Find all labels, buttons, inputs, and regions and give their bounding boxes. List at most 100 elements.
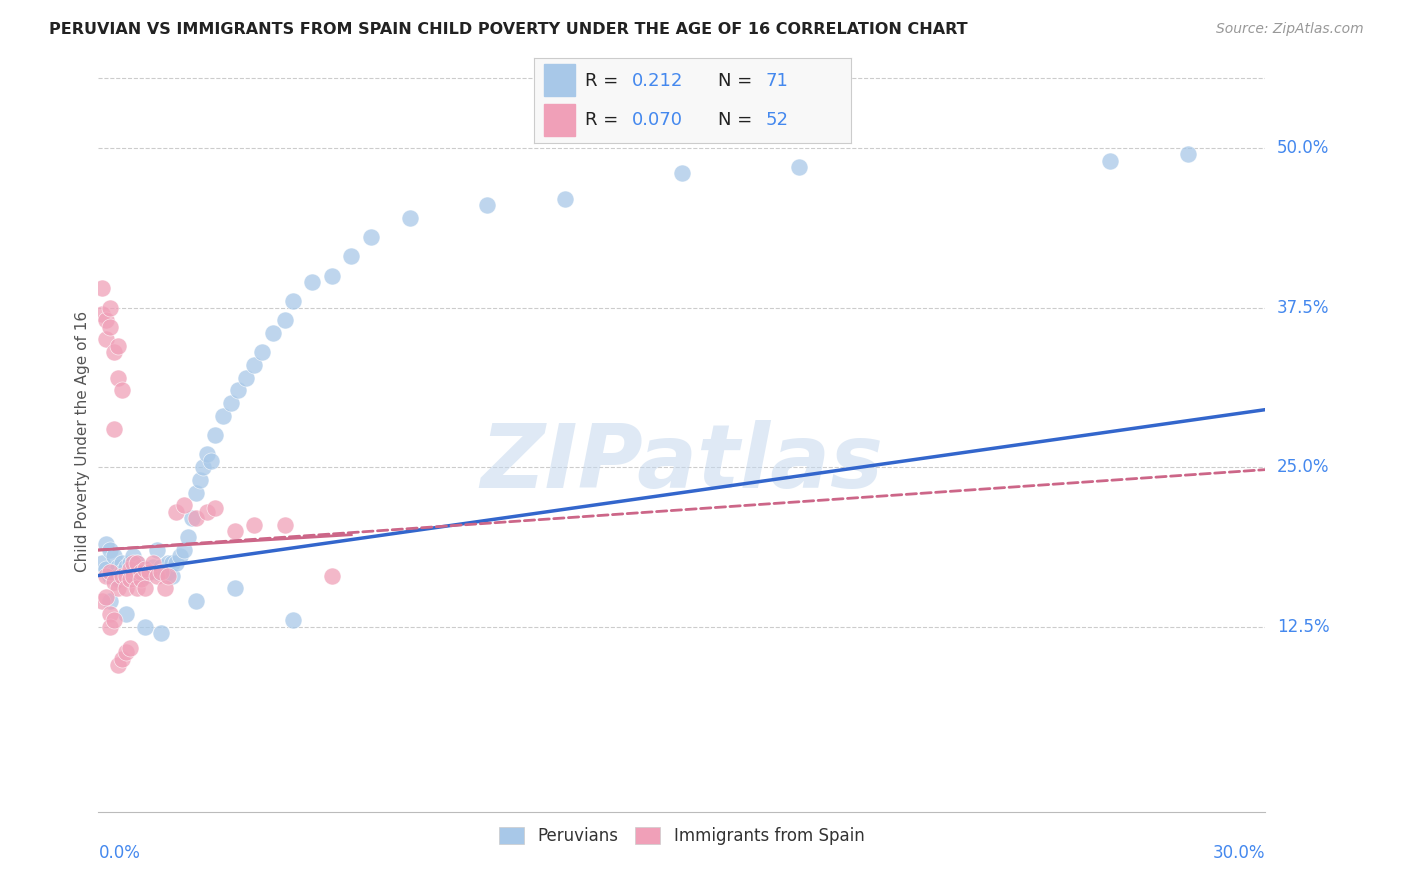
Point	[111, 384, 134, 398]
Point	[129, 559, 152, 574]
Point	[146, 565, 169, 579]
Point	[180, 511, 202, 525]
Point	[98, 301, 121, 315]
Text: 37.5%: 37.5%	[1277, 299, 1330, 317]
Point	[114, 559, 136, 574]
Text: 71: 71	[765, 72, 789, 90]
Point	[134, 562, 156, 576]
Point	[153, 565, 176, 579]
Text: N =: N =	[717, 72, 752, 90]
Point	[134, 562, 156, 576]
Point	[127, 582, 149, 596]
Point	[340, 250, 363, 264]
Text: R =: R =	[585, 111, 619, 128]
Point	[281, 294, 304, 309]
Point	[195, 447, 218, 461]
Point	[153, 582, 176, 596]
Point	[114, 582, 136, 596]
Point	[173, 543, 195, 558]
Point	[184, 594, 207, 608]
Point	[107, 339, 129, 353]
Point	[114, 645, 136, 659]
Text: PERUVIAN VS IMMIGRANTS FROM SPAIN CHILD POVERTY UNDER THE AGE OF 16 CORRELATION : PERUVIAN VS IMMIGRANTS FROM SPAIN CHILD …	[49, 22, 967, 37]
Point	[204, 500, 226, 515]
Text: 30.0%: 30.0%	[1213, 844, 1265, 862]
Point	[111, 565, 134, 579]
Point	[122, 568, 145, 582]
Text: ZIPatlas: ZIPatlas	[481, 420, 883, 508]
Point	[134, 620, 156, 634]
Point	[138, 565, 160, 579]
Point	[129, 565, 152, 579]
Point	[91, 281, 114, 295]
Point	[142, 559, 165, 574]
Text: 0.212: 0.212	[633, 72, 683, 90]
Text: 52: 52	[765, 111, 789, 128]
Point	[96, 536, 118, 550]
Point	[165, 556, 187, 570]
Point	[177, 530, 200, 544]
Bar	[544, 103, 575, 136]
Point	[224, 524, 246, 538]
Point	[243, 358, 266, 372]
Point	[243, 517, 266, 532]
Point	[219, 396, 242, 410]
Point	[98, 565, 121, 579]
Point	[114, 568, 136, 582]
Text: 50.0%: 50.0%	[1277, 139, 1330, 157]
Point	[671, 166, 693, 180]
Point	[91, 594, 114, 608]
Point	[157, 568, 180, 582]
Point	[1177, 147, 1199, 161]
Point	[142, 556, 165, 570]
Point	[274, 313, 297, 327]
Point	[149, 559, 172, 574]
Point	[162, 556, 184, 570]
Point	[360, 230, 382, 244]
Point	[157, 556, 180, 570]
Point	[111, 556, 134, 570]
Point	[184, 511, 207, 525]
Point	[127, 556, 149, 570]
Point	[96, 313, 118, 327]
Point	[103, 345, 125, 359]
Point	[107, 370, 129, 384]
Point	[118, 573, 141, 587]
Point	[184, 485, 207, 500]
Point	[103, 422, 125, 436]
Point	[107, 568, 129, 582]
Point	[98, 594, 121, 608]
Point	[98, 620, 121, 634]
Point	[118, 562, 141, 576]
Point	[173, 499, 195, 513]
Point	[398, 211, 420, 226]
Point	[274, 517, 297, 532]
Point	[224, 582, 246, 596]
Point	[118, 641, 141, 656]
Point	[477, 198, 499, 212]
Point	[195, 505, 218, 519]
Point	[122, 568, 145, 582]
Point	[122, 549, 145, 564]
Point	[103, 613, 125, 627]
Point	[149, 626, 172, 640]
Legend: Peruvians, Immigrants from Spain: Peruvians, Immigrants from Spain	[492, 820, 872, 852]
Point	[96, 591, 118, 605]
Point	[134, 568, 156, 582]
Point	[98, 568, 121, 582]
Point	[228, 384, 250, 398]
Text: N =: N =	[717, 111, 752, 128]
Point	[96, 333, 118, 347]
Point	[165, 505, 187, 519]
Point	[149, 565, 172, 579]
Point	[554, 192, 576, 206]
Point	[193, 460, 215, 475]
Point	[111, 568, 134, 582]
Point	[98, 607, 121, 621]
Point	[98, 543, 121, 558]
Point	[281, 613, 304, 627]
Point	[129, 565, 152, 579]
Text: Source: ZipAtlas.com: Source: ZipAtlas.com	[1216, 22, 1364, 37]
Point	[107, 559, 129, 574]
Text: 25.0%: 25.0%	[1277, 458, 1330, 476]
